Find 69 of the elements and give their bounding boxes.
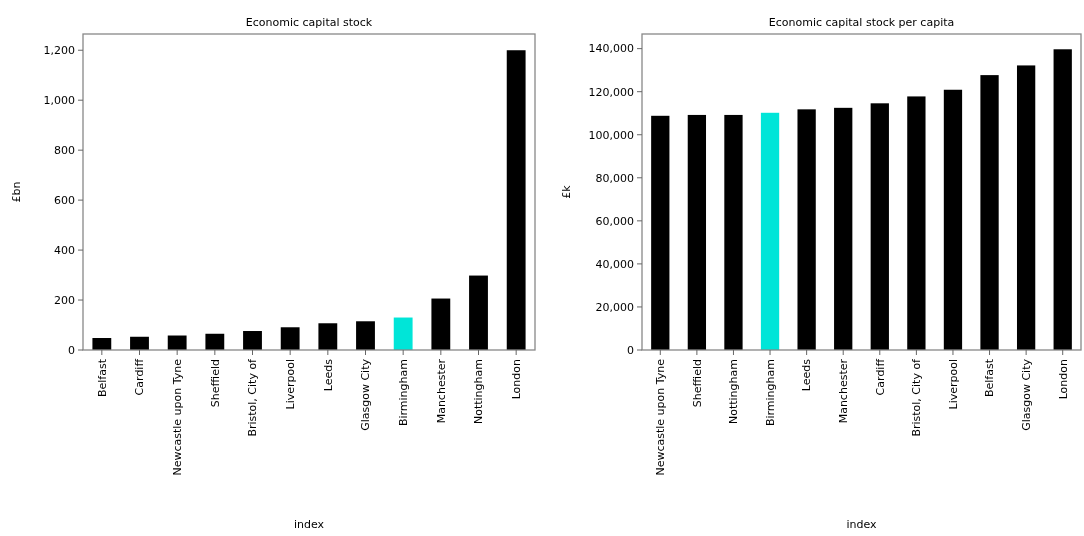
x-tick-label: Liverpool <box>946 359 960 410</box>
y-tick-label: 800 <box>54 144 75 158</box>
y-tick-label: 0 <box>627 343 634 357</box>
x-tick-label: Glasgow City <box>359 358 373 431</box>
y-tick-label: 20,000 <box>595 300 634 314</box>
bar <box>760 112 780 350</box>
x-tick-label: Glasgow City <box>1019 358 1033 431</box>
x-tick-label: Sheffield <box>690 359 704 408</box>
bar <box>870 103 889 350</box>
y-tick-label: 400 <box>54 243 75 257</box>
y-tick-label: 140,000 <box>588 42 634 56</box>
bar <box>834 107 853 350</box>
x-tick-label: Bristol, City of <box>246 357 260 437</box>
x-tick-label: Manchester <box>434 358 448 424</box>
x-tick-label: Cardiff <box>873 358 887 396</box>
bar <box>318 323 338 350</box>
bar <box>651 115 670 350</box>
y-tick-label: 100,000 <box>588 128 634 142</box>
y-tick-label: 0 <box>68 343 75 357</box>
bar <box>980 75 999 350</box>
y-tick-label: 1,000 <box>43 94 75 108</box>
bar <box>506 50 526 350</box>
x-tick-label: Bristol, City of <box>910 357 924 437</box>
x-tick-label: Liverpool <box>284 359 298 410</box>
y-tick-label: 60,000 <box>595 214 634 228</box>
bar <box>280 327 300 350</box>
bar <box>167 335 187 350</box>
bar <box>724 114 743 350</box>
x-tick-label: Belfast <box>983 358 997 398</box>
chart-title: Economic capital stock per capita <box>768 16 955 29</box>
y-tick-label: 200 <box>54 293 75 307</box>
bar <box>1016 65 1036 350</box>
x-tick-label: Nottingham <box>472 359 486 425</box>
bar <box>1053 49 1072 350</box>
x-tick-label: London <box>1056 358 1070 400</box>
x-tick-label: Sheffield <box>208 359 222 408</box>
bar <box>797 109 816 350</box>
x-axis-title: index <box>293 518 325 531</box>
y-tick-label: 1,200 <box>43 44 75 58</box>
y-tick-label: 80,000 <box>595 171 634 185</box>
x-tick-label: Birmingham <box>397 359 411 427</box>
x-tick-label: Newcastle upon Tyne <box>654 358 668 476</box>
bar <box>356 321 375 350</box>
bar <box>393 317 413 350</box>
x-tick-label: Manchester <box>837 358 851 424</box>
bar <box>943 89 963 350</box>
x-tick-label: Leeds <box>321 358 335 392</box>
bar <box>687 114 707 350</box>
bar <box>907 96 926 350</box>
x-tick-label: Cardiff <box>133 358 147 396</box>
y-tick-label: 600 <box>54 193 75 207</box>
y-tick-label: 120,000 <box>588 85 634 99</box>
chart-title: Economic capital stock <box>245 16 373 29</box>
x-tick-label: Nottingham <box>727 359 741 425</box>
x-axis-title: index <box>846 518 878 531</box>
bar <box>205 333 225 350</box>
bar <box>243 331 262 350</box>
bar <box>431 298 451 350</box>
x-tick-label: Birmingham <box>763 359 777 427</box>
bar <box>469 275 488 350</box>
bar <box>92 338 112 350</box>
x-tick-label: Belfast <box>95 358 109 398</box>
x-tick-label: Newcastle upon Tyne <box>171 358 185 476</box>
x-tick-label: Leeds <box>800 358 814 392</box>
x-tick-label: London <box>510 358 524 400</box>
y-axis-title: £k <box>560 184 573 199</box>
bar <box>130 336 149 350</box>
y-axis-title: £bn <box>10 181 23 203</box>
y-tick-label: 40,000 <box>595 257 634 271</box>
